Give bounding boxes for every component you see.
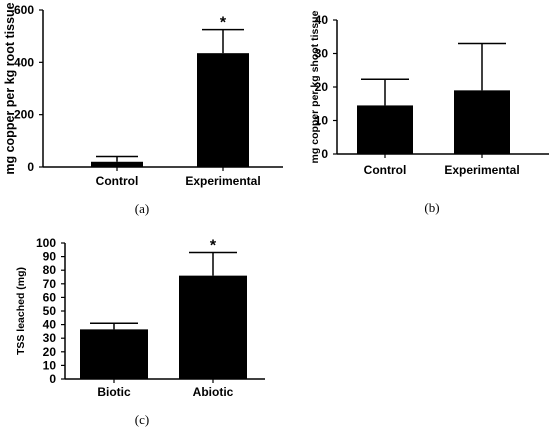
bar-biotic [80,329,148,379]
x-category-label: Abiotic [193,385,234,399]
x-category-label: Control [96,174,139,188]
panel-label: (a) [135,201,149,216]
bar-control [91,161,143,167]
panel-label: (c) [135,412,149,427]
y-tick-label: 0 [27,160,34,174]
y-tick-label: 80 [43,263,57,277]
y-tick-label: 60 [43,290,57,304]
x-category-label: Control [364,163,407,177]
y-tick-label: 20 [315,80,329,94]
bar-control [357,105,413,154]
y-axis-label: TSS leached (mg) [15,267,27,355]
panel-label: (b) [424,200,439,215]
y-tick-label: 90 [43,250,57,264]
y-axis-label: mg copper per kg shoot tissue [309,10,321,163]
bar-abiotic [179,275,247,379]
y-tick-label: 0 [321,147,328,161]
y-tick-label: 0 [49,372,56,386]
x-category-label: Experimental [185,174,260,188]
y-axis-label: mg copper per kg root tissue [3,2,17,174]
y-tick-label: 30 [315,47,329,61]
significance-star: * [220,15,227,32]
y-tick-label: 20 [43,345,57,359]
x-category-label: Biotic [97,385,131,399]
y-tick-label: 40 [43,318,57,332]
bar-experimental [197,53,249,167]
y-tick-label: 50 [43,304,57,318]
y-tick-label: 10 [43,358,57,372]
y-tick-label: 600 [14,3,34,17]
y-tick-label: 40 [315,13,329,27]
y-tick-label: 100 [36,236,56,250]
y-tick-label: 200 [14,108,34,122]
x-category-label: Experimental [444,163,519,177]
y-tick-label: 10 [315,114,329,128]
significance-star: * [210,238,217,255]
y-tick-label: 30 [43,331,57,345]
y-tick-label: 70 [43,277,57,291]
bar-experimental [454,90,510,154]
y-tick-label: 400 [14,55,34,69]
